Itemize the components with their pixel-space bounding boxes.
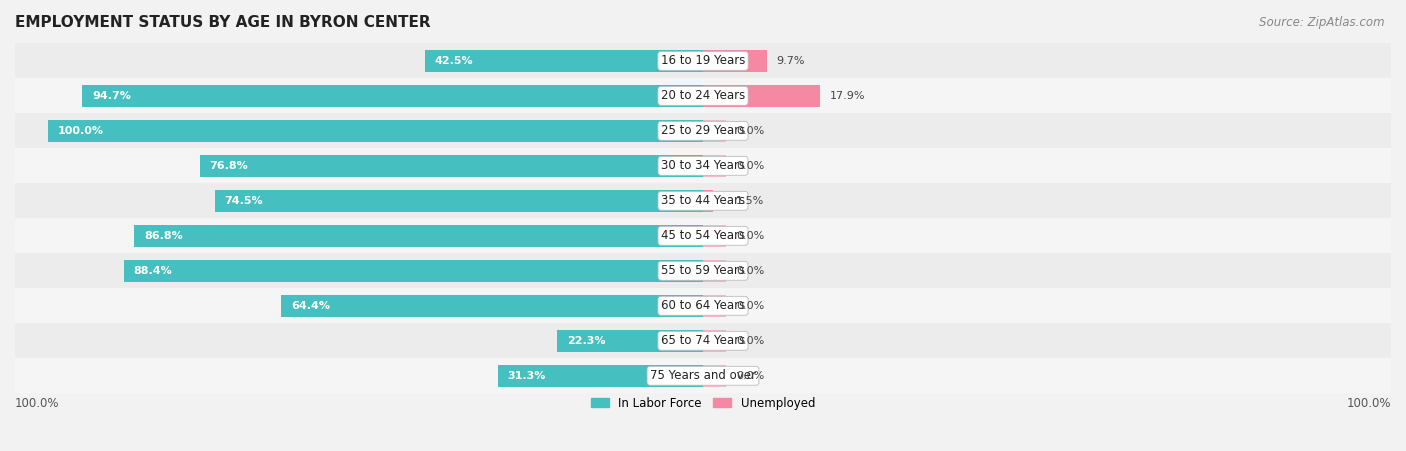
Text: 0.0%: 0.0% xyxy=(735,231,763,241)
Text: 0.0%: 0.0% xyxy=(735,161,763,171)
Text: 35 to 44 Years: 35 to 44 Years xyxy=(661,194,745,207)
Text: 55 to 59 Years: 55 to 59 Years xyxy=(661,264,745,277)
Text: 0.0%: 0.0% xyxy=(735,301,763,311)
Bar xyxy=(15,253,1391,288)
Bar xyxy=(15,218,1391,253)
Legend: In Labor Force, Unemployed: In Labor Force, Unemployed xyxy=(586,392,820,414)
Bar xyxy=(703,190,713,212)
Bar xyxy=(15,148,1391,183)
Bar xyxy=(703,330,725,352)
Text: 0.0%: 0.0% xyxy=(735,266,763,276)
Text: 100.0%: 100.0% xyxy=(1347,397,1391,410)
Text: 64.4%: 64.4% xyxy=(291,301,330,311)
Bar xyxy=(48,120,703,142)
Text: 88.4%: 88.4% xyxy=(134,266,173,276)
Text: 75 Years and over: 75 Years and over xyxy=(650,369,756,382)
Text: Source: ZipAtlas.com: Source: ZipAtlas.com xyxy=(1260,16,1385,29)
Bar xyxy=(557,330,703,352)
Bar xyxy=(134,225,703,247)
Bar xyxy=(15,78,1391,113)
Bar xyxy=(15,183,1391,218)
Bar xyxy=(498,365,703,387)
Text: 100.0%: 100.0% xyxy=(15,397,59,410)
Text: 0.0%: 0.0% xyxy=(735,336,763,346)
Bar xyxy=(15,43,1391,78)
Text: 31.3%: 31.3% xyxy=(508,371,546,381)
Bar xyxy=(215,190,703,212)
Text: 0.0%: 0.0% xyxy=(735,371,763,381)
Text: 45 to 54 Years: 45 to 54 Years xyxy=(661,229,745,242)
Bar xyxy=(425,50,703,72)
Bar xyxy=(15,113,1391,148)
Bar xyxy=(15,358,1391,393)
Text: 60 to 64 Years: 60 to 64 Years xyxy=(661,299,745,312)
Text: 25 to 29 Years: 25 to 29 Years xyxy=(661,124,745,138)
Text: 0.0%: 0.0% xyxy=(735,126,763,136)
Text: 86.8%: 86.8% xyxy=(143,231,183,241)
Bar xyxy=(281,295,703,317)
Bar xyxy=(200,155,703,177)
Bar xyxy=(703,295,725,317)
Text: 9.7%: 9.7% xyxy=(776,56,804,66)
Text: 22.3%: 22.3% xyxy=(567,336,605,346)
Bar xyxy=(15,288,1391,323)
Text: 76.8%: 76.8% xyxy=(209,161,249,171)
Text: 94.7%: 94.7% xyxy=(93,91,131,101)
Text: 17.9%: 17.9% xyxy=(830,91,866,101)
Bar xyxy=(703,50,766,72)
Bar xyxy=(703,365,725,387)
Bar xyxy=(703,225,725,247)
Text: 30 to 34 Years: 30 to 34 Years xyxy=(661,159,745,172)
Bar xyxy=(124,260,703,281)
Text: EMPLOYMENT STATUS BY AGE IN BYRON CENTER: EMPLOYMENT STATUS BY AGE IN BYRON CENTER xyxy=(15,15,430,30)
Text: 1.5%: 1.5% xyxy=(735,196,763,206)
Bar xyxy=(703,155,725,177)
Text: 100.0%: 100.0% xyxy=(58,126,104,136)
Text: 16 to 19 Years: 16 to 19 Years xyxy=(661,55,745,67)
Text: 20 to 24 Years: 20 to 24 Years xyxy=(661,89,745,102)
Bar xyxy=(15,323,1391,358)
Text: 42.5%: 42.5% xyxy=(434,56,472,66)
Bar xyxy=(703,260,725,281)
Bar xyxy=(703,120,725,142)
Bar xyxy=(83,85,703,107)
Text: 74.5%: 74.5% xyxy=(225,196,263,206)
Bar xyxy=(703,85,820,107)
Text: 65 to 74 Years: 65 to 74 Years xyxy=(661,334,745,347)
